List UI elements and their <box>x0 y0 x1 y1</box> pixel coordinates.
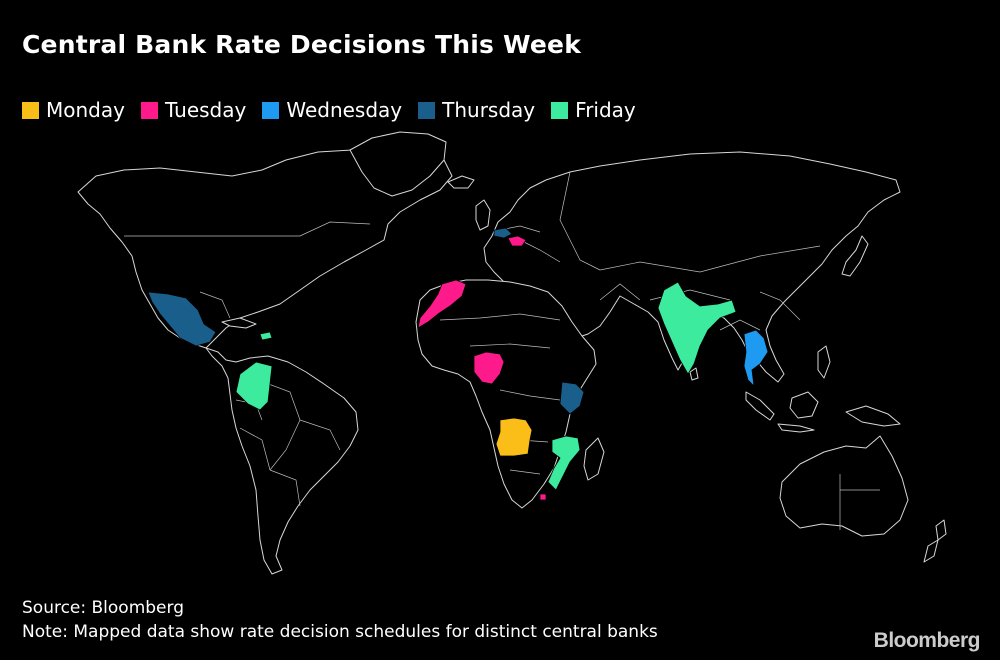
land-new-guinea <box>845 405 901 427</box>
legend-label-friday: Friday <box>575 98 636 122</box>
legend-label-wednesday: Wednesday <box>286 98 403 122</box>
land-sri-lanka <box>689 367 699 381</box>
methodology-note: Note: Mapped data show rate decision sch… <box>22 622 658 642</box>
legend-swatch-monday <box>22 101 39 119</box>
country-kenya <box>559 381 585 415</box>
land-sumatra <box>745 391 775 421</box>
source-note: Source: Bloomberg <box>22 598 184 618</box>
legend: Monday Tuesday Wednesday Thursday Friday <box>22 97 652 123</box>
land-borneo <box>789 391 819 419</box>
country-morocco <box>417 279 467 329</box>
country-mexico <box>147 291 217 347</box>
world-map <box>77 131 947 575</box>
country-czech-republic <box>493 227 513 239</box>
country-angola <box>495 417 533 457</box>
country-dominican-republic <box>259 331 273 341</box>
legend-item-monday: Monday <box>22 98 125 122</box>
legend-item-wednesday: Wednesday <box>262 98 402 122</box>
legend-label-thursday: Thursday <box>442 98 536 122</box>
legend-swatch-friday <box>551 101 569 119</box>
land-greenland <box>349 131 447 197</box>
land-japan <box>841 235 869 277</box>
land-iceland <box>447 175 475 189</box>
country-colombia <box>235 361 273 411</box>
legend-swatch-wednesday <box>262 101 280 119</box>
legend-swatch-tuesday <box>140 101 158 119</box>
legend-label-monday: Monday <box>46 98 125 122</box>
legend-item-thursday: Thursday <box>418 98 535 122</box>
land-new-zealand <box>935 519 947 541</box>
country-eswatini <box>539 493 547 501</box>
bloomberg-logo: Bloomberg <box>873 629 981 652</box>
country-nigeria <box>473 351 505 385</box>
legend-label-tuesday: Tuesday <box>164 98 247 122</box>
land-philippines <box>817 345 831 379</box>
land-masses <box>77 131 947 575</box>
legend-item-tuesday: Tuesday <box>140 98 247 122</box>
legend-item-friday: Friday <box>551 98 636 122</box>
land-madagascar <box>583 437 605 481</box>
country-borders <box>124 171 880 530</box>
land-australia <box>779 435 909 537</box>
country-india <box>657 281 737 375</box>
legend-swatch-thursday <box>418 101 436 119</box>
land-new-zealand-south <box>923 539 939 563</box>
highlighted-countries <box>147 227 769 501</box>
country-mozambique <box>547 435 581 491</box>
land-java <box>777 423 815 433</box>
land-south-america <box>205 347 359 575</box>
land-cuba <box>221 317 257 329</box>
chart-title: Central Bank Rate Decisions This Week <box>22 30 582 59</box>
country-hungary <box>507 235 527 247</box>
country-thailand <box>743 329 769 387</box>
land-uk <box>475 199 491 231</box>
